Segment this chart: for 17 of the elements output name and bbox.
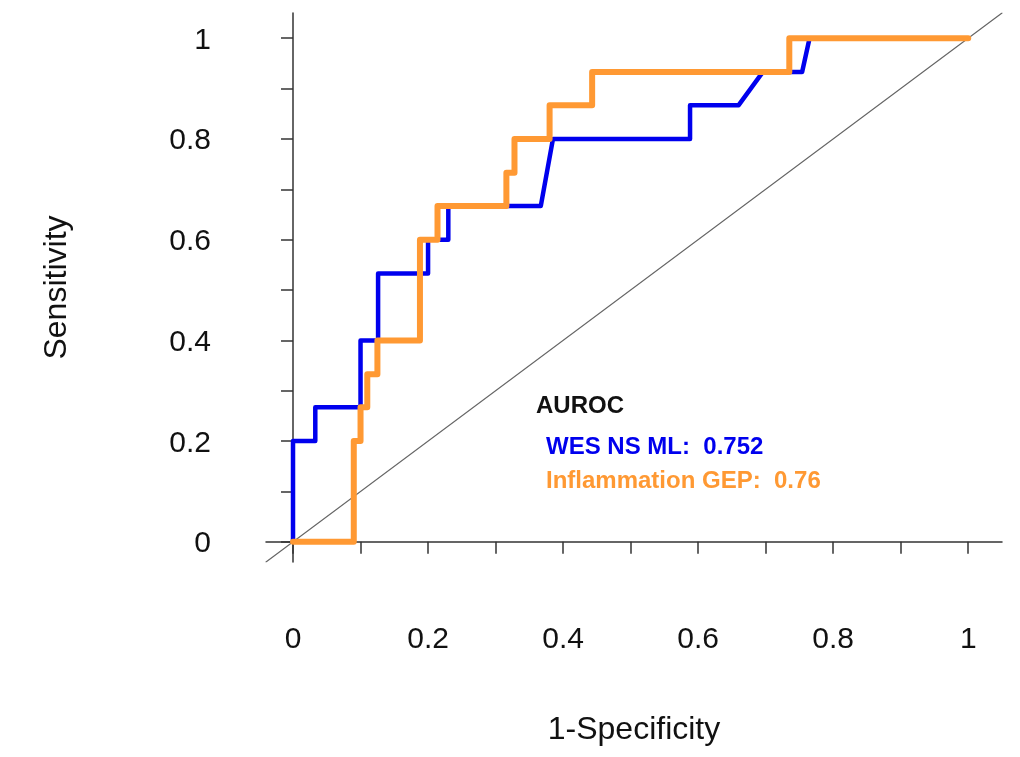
y-tick-label: 1 bbox=[194, 21, 211, 55]
x-tick-label: 0.6 bbox=[677, 620, 720, 654]
y-tick-label: 0.8 bbox=[169, 122, 211, 156]
legend-title: AUROC bbox=[536, 390, 624, 418]
y-tick-label: 0.6 bbox=[169, 223, 211, 257]
x-axis-title: 1-Specificity bbox=[547, 710, 721, 746]
y-tick-label: 0.2 bbox=[169, 424, 211, 458]
y-tick-label: 0.4 bbox=[169, 323, 211, 357]
x-tick-label: 0.2 bbox=[407, 620, 449, 654]
y-axis-title: Sensitivity bbox=[37, 215, 73, 360]
x-tick-label: 0 bbox=[284, 620, 302, 654]
text: Inflammation GEP: 0.76 bbox=[546, 465, 821, 493]
x-tick-label: 1 bbox=[959, 620, 977, 654]
x-tick-label: 0.4 bbox=[542, 620, 584, 654]
text: WES NS ML: 0.752 bbox=[546, 431, 764, 459]
x-tick-label: 0.8 bbox=[812, 620, 855, 654]
y-tick-label: 0 bbox=[194, 525, 211, 559]
